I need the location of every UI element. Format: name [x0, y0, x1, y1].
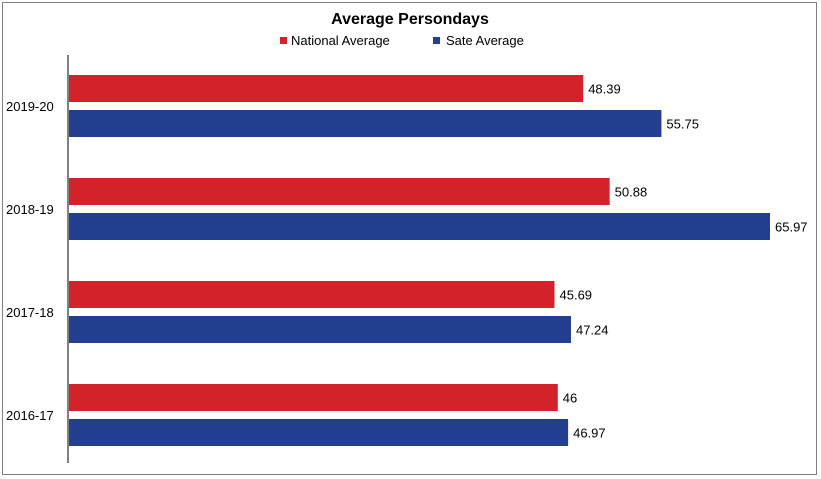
- data-label-sate-2019-20: 55.75: [666, 117, 699, 132]
- bar-sate-2017-18: [69, 316, 571, 343]
- data-label-national-2016-17: 46: [563, 391, 577, 406]
- labels-layer: 2019-20 48.39 55.75 2018-19 50.88 65.97 2017-1…: [6, 82, 808, 441]
- category-label-2019-20: 2019-20: [6, 99, 54, 114]
- data-label-sate-2018-19: 65.97: [775, 220, 808, 235]
- legend-swatch-national-average: [280, 37, 287, 44]
- bar-national-2018-19: [69, 178, 610, 205]
- bar-sate-2016-17: [69, 419, 569, 446]
- category-label-2017-18: 2017-18: [6, 305, 54, 320]
- bar-national-2016-17: [69, 384, 558, 411]
- category-label-2016-17: 2016-17: [6, 408, 54, 423]
- chart-title: Average Persondays: [331, 11, 489, 28]
- data-label-sate-2016-17: 46.97: [573, 426, 606, 441]
- bar-national-2019-20: [69, 75, 584, 102]
- legend-label-sate-average: Sate Average: [446, 33, 524, 48]
- bars-layer: [69, 75, 770, 446]
- data-label-sate-2017-18: 47.24: [576, 323, 609, 338]
- bar-sate-2019-20: [69, 110, 662, 137]
- data-label-national-2017-18: 45.69: [560, 288, 593, 303]
- bar-sate-2018-19: [69, 213, 770, 240]
- legend-label-national-average: National Average: [291, 33, 390, 48]
- bar-national-2017-18: [69, 281, 555, 308]
- legend: National Average Sate Average: [280, 33, 524, 48]
- category-label-2018-19: 2018-19: [6, 202, 54, 217]
- legend-swatch-sate-average: [433, 37, 440, 44]
- data-label-national-2018-19: 50.88: [615, 185, 648, 200]
- data-label-national-2019-20: 48.39: [588, 82, 621, 97]
